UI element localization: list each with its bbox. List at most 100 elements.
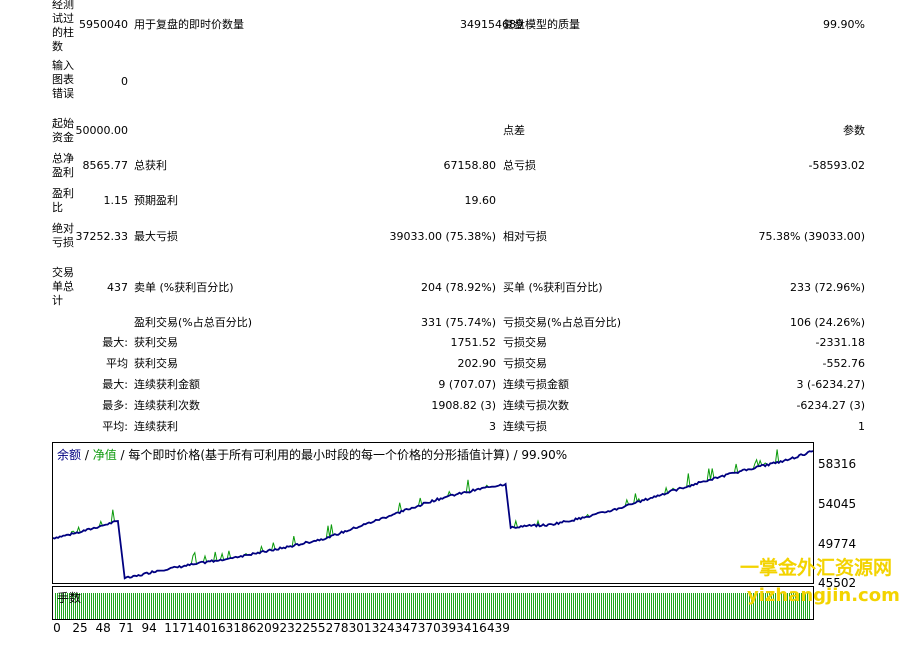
volume-bar [321,593,322,619]
volume-bar [121,593,122,619]
volume-bar [503,593,504,619]
volume-bar [643,593,644,619]
volume-bar [261,593,262,619]
volume-bar [775,593,776,619]
volume-bar [299,593,300,619]
volume-bar [655,593,656,619]
volume-bar [575,593,576,619]
volume-bar [393,593,394,619]
volume-bar [605,593,606,619]
cons-loss-count-label: 连续亏损次数 [503,399,569,412]
gross-loss-value: -58593.02 [808,159,865,172]
volume-chart: 手数 [52,586,814,620]
volume-bar [383,593,384,619]
volume-bar [589,593,590,619]
volume-bar [181,593,182,619]
volume-bar [573,593,574,619]
average-label: 平均 [106,357,128,370]
volume-bar [793,593,794,619]
volume-bar [753,593,754,619]
most-label: 最多: [102,399,128,412]
volume-bar [391,593,392,619]
volume-bar [541,593,542,619]
volume-bar [107,593,108,619]
volume-bar [443,593,444,619]
volume-bar [349,593,350,619]
volume-bar [193,593,194,619]
volume-bar [767,593,768,619]
volume-bar [511,593,512,619]
volume-bar [437,593,438,619]
largest-label: 最大: [102,336,128,349]
volume-bar [323,593,324,619]
volume-bar [773,593,774,619]
volume-bar [189,593,190,619]
volume-bar [151,593,152,619]
volume-bar [501,593,502,619]
volume-bar [469,593,470,619]
volume-bar [233,593,234,619]
volume-bar [759,593,760,619]
volume-bar [373,593,374,619]
volume-bar [331,593,332,619]
ticks-label: 用于复盘的即时价数量 [134,18,244,31]
volume-bar [795,593,796,619]
volume-bar [399,593,400,619]
volume-bar [743,593,744,619]
volume-bar [477,593,478,619]
volume-bar [139,593,140,619]
cons-win-amount-value: 9 (707.07) [438,378,496,391]
volume-bar [561,593,562,619]
volume-bar [789,593,790,619]
volume-bar [101,593,102,619]
cons-loss-amount-label: 连续亏损金额 [503,378,569,391]
volume-bar [453,593,454,619]
volume-bar [581,593,582,619]
volume-bar [245,593,246,619]
volume-bar [671,593,672,619]
volume-bar [497,593,498,619]
volume-bar [745,593,746,619]
legend-separator: / [116,448,129,462]
largest-win-label: 获利交易 [134,336,178,349]
volume-bar [549,593,550,619]
volume-bar [159,593,160,619]
volume-bar [557,593,558,619]
volume-bar [267,593,268,619]
volume-bar [59,593,60,619]
volume-bar [473,593,474,619]
cons-win-label: 连续获利 [134,420,178,433]
volume-bar [187,593,188,619]
volume-bar [721,593,722,619]
volume-bar [545,593,546,619]
row-label-bars-tested: 经测试过的柱数 [52,0,74,53]
volume-bar [75,593,76,619]
max-drawdown-label: 最大亏损 [134,230,178,243]
volume-bar [687,593,688,619]
volume-bar [601,593,602,619]
x-tick-label: 186 [233,621,257,635]
volume-bar [109,593,110,619]
volume-bar [569,593,570,619]
volume-bar [641,593,642,619]
volume-bar [685,593,686,619]
volume-bar [211,593,212,619]
volume-bar [513,593,514,619]
x-tick-label: 370 [417,621,441,635]
cons-loss-label: 连续亏损 [503,420,547,433]
volume-bar [357,593,358,619]
cons-win-amount-label: 连续获利金额 [134,378,200,391]
volume-bar [397,593,398,619]
volume-bar [547,593,548,619]
volume-bar [615,593,616,619]
volume-bar [755,593,756,619]
volume-bar [599,593,600,619]
volume-bar [577,593,578,619]
expected-payoff-value: 19.60 [464,194,497,207]
x-tick-label: 48 [95,621,111,635]
average-loss-value: -552.76 [822,357,865,370]
volume-bar [359,593,360,619]
legend-description: 每个即时价格(基于所有可利用的最小时段的每一个价格的分形插值计算) / 99.9… [128,448,568,462]
volume-bar [403,593,404,619]
volume-bar [197,593,198,619]
